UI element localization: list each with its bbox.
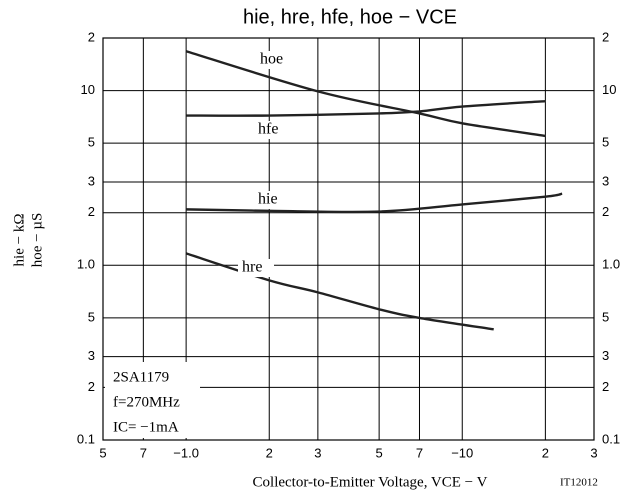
info-background: [105, 362, 200, 438]
y-axis-label: hoe − µS: [29, 213, 45, 268]
annotation: f=270MHz: [113, 394, 180, 410]
y-tick-label: 2: [602, 29, 609, 44]
y-tick-label: 2: [88, 379, 95, 394]
label-background: [254, 121, 290, 139]
x-tick-label: 5: [376, 445, 383, 460]
x-tick-label: 2: [542, 445, 549, 460]
label-background: [238, 259, 274, 277]
series-line: [186, 99, 546, 117]
x-tick-label: 3: [314, 445, 321, 460]
y-tick-label: 2: [602, 204, 609, 219]
x-tick-label: 7: [140, 445, 147, 460]
y-tick-label: 2: [602, 379, 609, 394]
x-axis-label: Collector-to-Emitter Voltage, VCE − V: [253, 474, 488, 490]
annotation: 2SA1179: [113, 369, 169, 385]
x-tick-label: 5: [99, 445, 106, 460]
x-tick-label: 2: [266, 445, 273, 460]
x-tick-label: −1.0: [173, 445, 199, 460]
y-tick-label: 0.1: [602, 431, 620, 446]
y-tick-label: 2: [88, 204, 95, 219]
y-tick-label: 3: [88, 348, 95, 363]
y-tick-label: 5: [88, 309, 95, 324]
chart-title: hie, hre, hfe, hoe − VCE: [243, 6, 457, 28]
y-tick-label: 5: [88, 135, 95, 150]
figure-code: IT12012: [560, 477, 598, 489]
y-axis-label: hie − kΩ: [11, 214, 27, 267]
x-tick-label: 7: [416, 445, 423, 460]
y-tick-label: 5: [602, 309, 609, 324]
y-tick-label: 3: [88, 173, 95, 188]
y-tick-label: 1.0: [602, 257, 620, 272]
series-label: hie: [258, 191, 278, 208]
y-tick-label: 10: [602, 82, 616, 97]
series-label: hoe: [260, 51, 283, 68]
y-tick-label: 5: [602, 135, 609, 150]
y-tick-label: 10: [81, 82, 95, 97]
y-tick-label: 3: [602, 348, 609, 363]
series-label: hre: [242, 259, 262, 276]
y-tick-label: 0.1: [77, 431, 95, 446]
label-background: [254, 191, 290, 209]
x-tick-label: 3: [590, 445, 597, 460]
series-line: [186, 192, 563, 214]
series-line: [185, 50, 546, 138]
y-tick-label: 3: [602, 173, 609, 188]
y-tick-label: 2: [88, 29, 95, 44]
series-label: hfe: [258, 121, 278, 138]
x-tick-label: −10: [451, 445, 473, 460]
annotation: IC= −1mA: [113, 419, 179, 435]
y-tick-label: 1.0: [77, 257, 95, 272]
label-background: [256, 51, 292, 69]
